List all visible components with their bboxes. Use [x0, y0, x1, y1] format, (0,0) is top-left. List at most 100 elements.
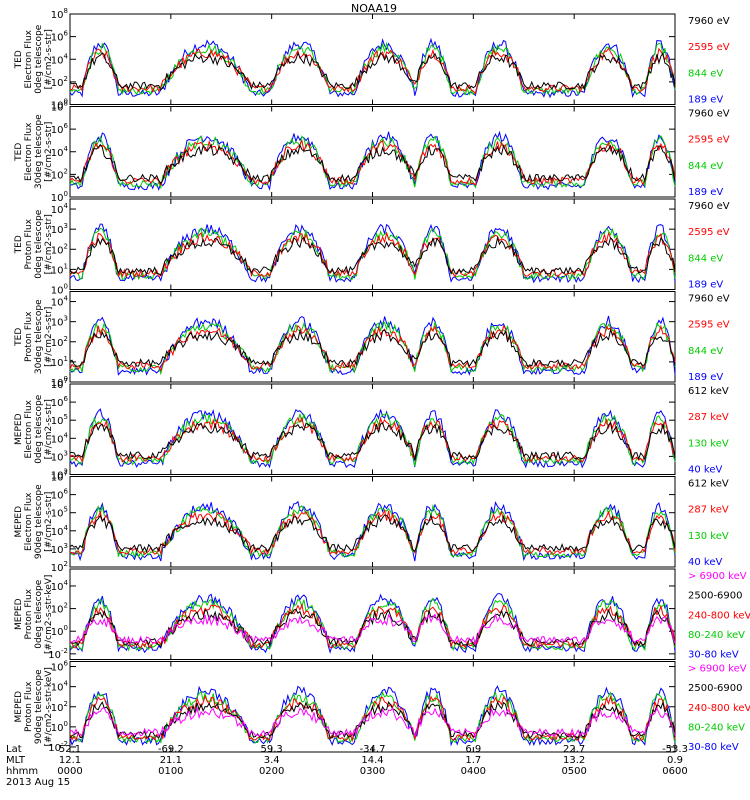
x-tick-label: 6.9	[465, 744, 481, 755]
legend-entry: 189 eV	[688, 187, 723, 198]
y-axis-label-line: MEPED	[14, 598, 24, 630]
legend-entry: > 6900 keV	[688, 664, 747, 675]
y-tick-exponent: 0	[64, 98, 68, 106]
y-tick-label: 107	[51, 377, 68, 391]
x-tick-label: 3.4	[264, 755, 280, 766]
y-tick-exponent: 6	[64, 488, 69, 496]
series-line	[69, 416, 676, 463]
y-tick-exponent: 5	[64, 413, 68, 421]
y-tick-exponent: 4	[64, 295, 69, 303]
y-axis-label-line: Electron Flux	[24, 492, 34, 551]
x-tick-label: 0600	[662, 766, 687, 777]
y-tick-exponent: 6	[64, 30, 69, 38]
x-tick-label: 21.1	[160, 755, 182, 766]
legend-entry: 287 keV	[688, 505, 729, 516]
legend-entry: 7960 eV	[688, 201, 730, 212]
y-tick-exponent: 3	[64, 222, 68, 230]
y-tick-exponent: 2	[64, 242, 68, 250]
legend-entry: 844 eV	[688, 161, 723, 172]
y-axis-label-line: Electron Flux	[24, 122, 34, 181]
series-line	[69, 231, 676, 279]
y-axis-label-line: 30deg telescope	[34, 299, 44, 374]
legend-entry: 612 keV	[688, 386, 729, 397]
y-tick-label: 104	[51, 295, 69, 309]
y-axis-label: MEPEDElectron Flux90deg telescope[#/cm2-…	[14, 484, 54, 559]
y-axis-label-line: 0deg telescope	[34, 209, 44, 279]
x-tick-label: 52.1	[59, 744, 81, 755]
series-line	[69, 503, 676, 559]
x-tick-label: 0300	[360, 766, 385, 777]
legend-entry: 189 eV	[688, 95, 723, 106]
legend-entry: 189 eV	[688, 372, 723, 383]
legend-entry: 7960 eV	[688, 294, 730, 305]
series-line	[69, 47, 676, 95]
y-tick-exponent: 2	[64, 602, 68, 610]
y-axis-label-line: 0deg telescope	[34, 24, 44, 94]
legend-entry: 130 keV	[688, 438, 729, 449]
series-line	[69, 139, 676, 187]
y-tick-exponent: 3	[64, 449, 68, 457]
y-tick-exponent: 4	[64, 579, 69, 587]
y-tick-label: 107	[51, 470, 68, 484]
y-axis-label: TEDElectron Flux0deg telescope[#/cm2-s-s…	[14, 24, 54, 94]
y-tick-exponent: 1	[64, 262, 68, 270]
x-date-label: 2013 Aug 15	[6, 777, 70, 788]
y-tick-exponent: 8	[64, 100, 68, 108]
y-axis-label-line: [#/cm2-s-str]	[44, 307, 54, 367]
y-axis-label: MEPEDElectron Flux0deg telescope[#/cm2-s…	[14, 394, 54, 464]
y-tick-exponent: 0	[64, 720, 68, 728]
y-axis-label-line: [#/cm2-s-str-keV]	[44, 575, 54, 654]
y-tick-exponent: 0	[64, 283, 68, 291]
legend-entry: 2595 eV	[688, 42, 730, 53]
x-row-label-hhmm: hhmm	[6, 766, 38, 777]
y-axis-label: MEPEDProton Flux0deg telescope[#/cm2-s-s…	[14, 575, 54, 654]
y-tick-exponent: -2	[61, 740, 68, 748]
legend-entry: > 6900 keV	[688, 571, 747, 582]
legend-entry: 189 eV	[688, 280, 723, 291]
y-axis-label-line: MEPED	[14, 413, 24, 445]
y-axis-label-line: 0deg telescope	[34, 579, 44, 649]
series-line	[69, 603, 676, 650]
y-axis-label-line: TED	[14, 50, 24, 69]
y-tick-exponent: 0	[64, 375, 68, 383]
y-tick-exponent: 3	[64, 542, 68, 550]
y-tick-exponent: 4	[64, 52, 69, 60]
x-tick-label: 0000	[57, 766, 82, 777]
y-axis-label-line: Proton Flux	[24, 218, 34, 269]
y-axis-label-line: Electron Flux	[24, 399, 34, 458]
chart-title: NOAA19	[351, 2, 397, 15]
legend-entry: 287 keV	[688, 412, 729, 423]
series-line	[69, 421, 676, 461]
y-axis-label-line: Electron Flux	[24, 29, 34, 88]
x-axis-labels: Lat MLT hhmm 2013 Aug 15 52.1 -69.2 59.3 -3…	[6, 744, 688, 788]
y-tick-exponent: 4	[64, 202, 69, 210]
y-axis-label-line: 0deg telescope	[34, 394, 44, 464]
y-axis-label-line: 30deg telescope	[34, 114, 44, 189]
y-axis-label-line: MEPED	[14, 506, 24, 538]
y-axis-label-line: [#/cm2-s-str]	[44, 122, 54, 182]
y-tick-exponent: 4	[64, 145, 69, 153]
legend-entry: 240-800 keV	[688, 703, 750, 714]
legend-entry: 2500-6900	[688, 591, 743, 602]
y-tick-exponent: 0	[64, 624, 68, 632]
legend-entry: 2595 eV	[688, 320, 730, 331]
y-tick-exponent: 4	[64, 680, 69, 688]
legend-entry: 240-800 keV	[688, 610, 750, 621]
y-axis-label-line: MEPED	[14, 691, 24, 723]
series-line	[69, 691, 676, 744]
series-line	[69, 37, 676, 99]
y-axis-label-line: TED	[14, 328, 24, 347]
legend-entry: 612 keV	[688, 479, 729, 490]
y-tick-exponent: 5	[64, 506, 68, 514]
y-axis-label-line: Proton Flux	[24, 681, 34, 732]
y-axis-label-line: [#/cm2-s-str]	[44, 492, 54, 552]
y-axis-label-line: [#/cm2-s-str]	[44, 29, 54, 89]
x-tick-label: 0500	[561, 766, 586, 777]
series-line	[69, 706, 676, 739]
legend-entry: 40 keV	[688, 557, 722, 568]
y-axis-label: TEDElectron Flux30deg telescope[#/cm2-s-…	[14, 114, 54, 189]
